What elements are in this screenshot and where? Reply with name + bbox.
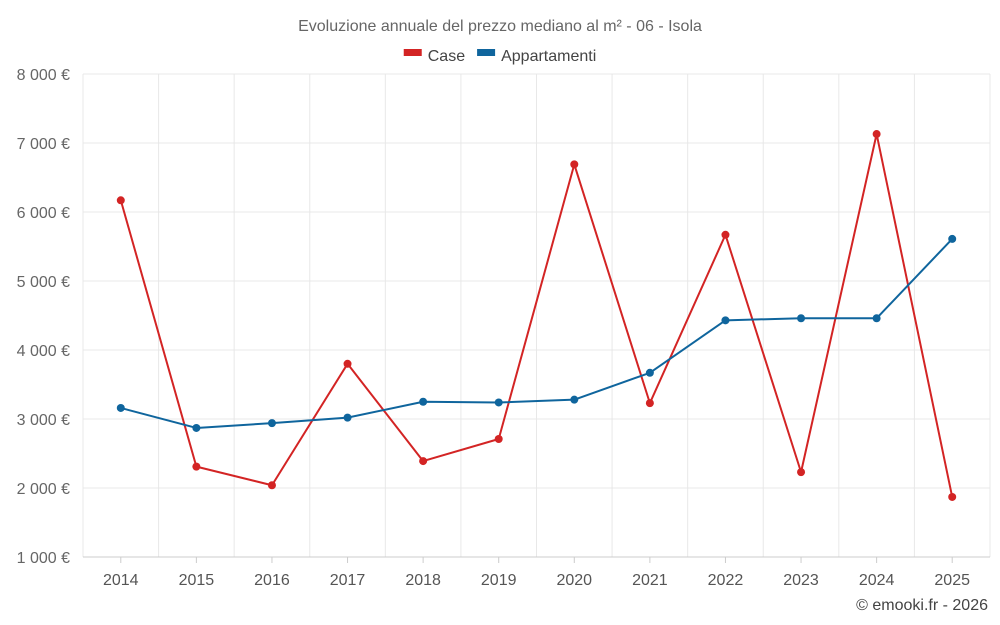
x-tick-label: 2023 xyxy=(783,572,819,589)
legend-item-appartamenti[interactable]: Appartamenti xyxy=(477,48,596,65)
data-point[interactable] xyxy=(267,481,276,490)
x-tick-label: 2022 xyxy=(708,572,744,589)
data-point[interactable] xyxy=(494,398,503,407)
y-tick-label: 5 000 € xyxy=(17,274,70,291)
x-axis: 2014 2015 2016 2017 2018 2019 2020 2021 2022 2023… xyxy=(83,556,990,589)
data-point[interactable] xyxy=(570,160,579,169)
y-tick-label: 2 000 € xyxy=(17,481,70,498)
data-point[interactable] xyxy=(192,423,201,432)
legend-swatch xyxy=(477,49,496,56)
y-axis: 1 000 € 2 000 € 3 000 € 4 000 € 5 000 € 6 000… xyxy=(17,67,70,567)
data-point[interactable] xyxy=(343,359,352,368)
legend-item-case[interactable]: Case xyxy=(403,48,465,65)
data-point[interactable] xyxy=(948,492,957,501)
data-point[interactable] xyxy=(116,403,125,412)
data-point[interactable] xyxy=(872,314,881,323)
series-line[interactable] xyxy=(120,238,953,429)
data-point[interactable] xyxy=(419,457,428,466)
legend-label: Case xyxy=(428,48,465,65)
credit-text: © emooki.fr - 2026 xyxy=(856,597,988,614)
data-point[interactable] xyxy=(797,468,806,477)
y-tick-label: 8 000 € xyxy=(17,67,70,84)
x-tick-label: 2017 xyxy=(330,572,366,589)
data-point[interactable] xyxy=(419,397,428,406)
data-point[interactable] xyxy=(116,196,125,205)
x-tick-label: 2018 xyxy=(405,572,441,589)
data-point[interactable] xyxy=(797,314,806,323)
legend-label: Appartamenti xyxy=(501,48,596,65)
series-group xyxy=(116,130,957,501)
y-tick-label: 4 000 € xyxy=(17,343,70,360)
data-point[interactable] xyxy=(948,234,957,243)
series-line[interactable] xyxy=(119,133,954,498)
data-point[interactable] xyxy=(192,462,201,471)
series-appartamenti xyxy=(116,234,957,432)
data-point[interactable] xyxy=(267,419,276,428)
data-point[interactable] xyxy=(494,435,503,444)
x-tick-label: 2015 xyxy=(179,572,215,589)
x-tick-label: 2020 xyxy=(556,572,592,589)
data-point[interactable] xyxy=(343,413,352,422)
x-tick-label: 2019 xyxy=(481,572,517,589)
series-case xyxy=(116,130,957,501)
x-tick-label: 2025 xyxy=(934,572,970,589)
x-tick-label: 2021 xyxy=(632,572,668,589)
grid-lines xyxy=(82,73,991,558)
legend: Case Appartamenti xyxy=(403,48,596,65)
y-tick-label: 7 000 € xyxy=(17,136,70,153)
y-tick-label: 6 000 € xyxy=(17,205,70,222)
x-tick-label: 2016 xyxy=(254,572,290,589)
y-tick-label: 3 000 € xyxy=(17,412,70,429)
data-point[interactable] xyxy=(721,230,730,239)
y-tick-label: 1 000 € xyxy=(17,550,70,567)
x-tick-label: 2024 xyxy=(859,572,895,589)
legend-swatch xyxy=(403,49,422,56)
data-point[interactable] xyxy=(721,316,730,325)
data-point[interactable] xyxy=(570,395,579,404)
chart-title: Evoluzione annuale del prezzo mediano al… xyxy=(298,18,702,35)
data-point[interactable] xyxy=(872,130,881,139)
data-point[interactable] xyxy=(645,399,654,408)
x-tick-label: 2014 xyxy=(103,572,139,589)
data-point[interactable] xyxy=(645,368,654,377)
